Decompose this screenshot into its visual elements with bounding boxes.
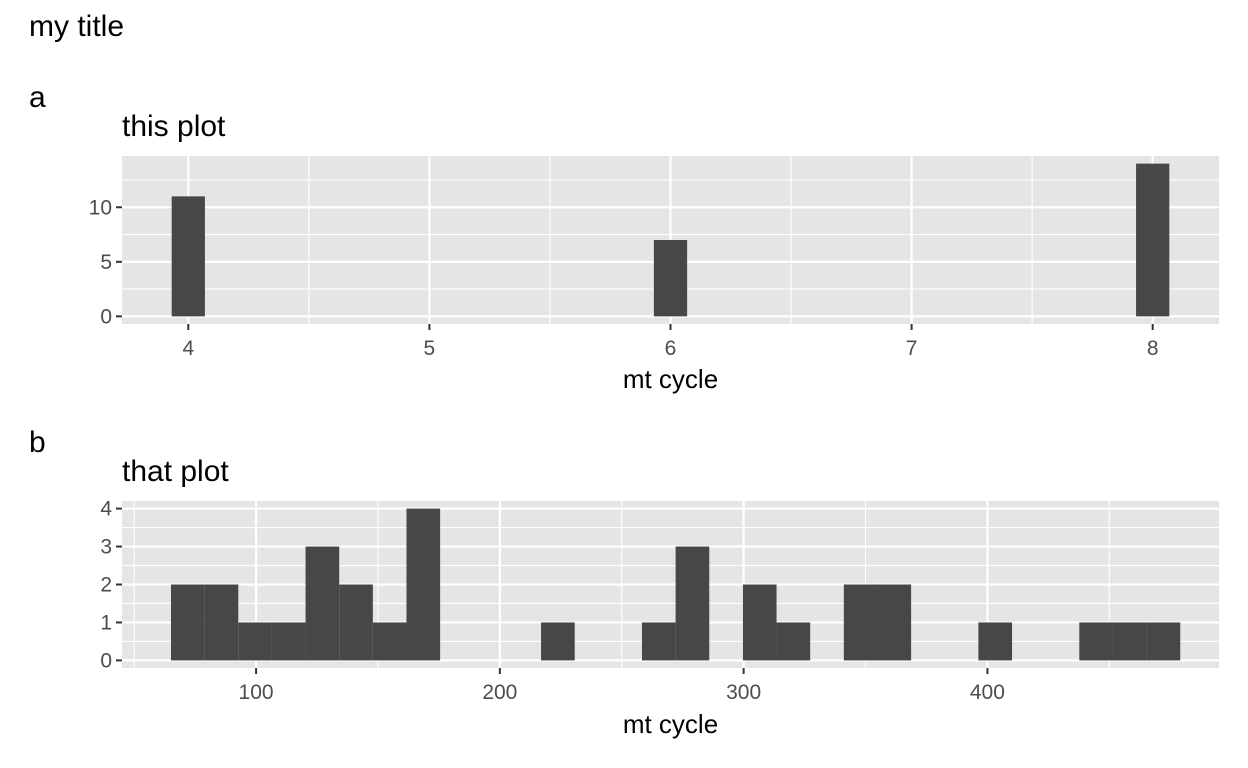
histogram-bar (978, 622, 1013, 661)
histogram-bar (541, 622, 575, 661)
y-tick-label: 2 (100, 574, 112, 597)
histogram-bar (271, 622, 306, 661)
panel-title: that plot (122, 455, 229, 488)
y-tick-label: 0 (100, 649, 112, 672)
x-tick-label: 300 (726, 681, 761, 704)
histogram-bar (171, 196, 205, 317)
histogram-bar (204, 584, 239, 661)
histogram-bar (877, 584, 912, 661)
x-tick-label: 100 (239, 681, 274, 704)
histogram-bar (339, 584, 373, 661)
histogram-bar (1146, 622, 1181, 661)
histogram-bar (1112, 622, 1147, 661)
histogram-bar (675, 546, 710, 661)
y-tick-label: 5 (100, 251, 112, 274)
histogram-bar (305, 546, 340, 661)
x-axis-label: mt cycle (623, 364, 718, 394)
x-tick-label: 7 (906, 337, 918, 360)
x-tick-label: 400 (970, 681, 1005, 704)
x-tick-label: 5 (424, 337, 436, 360)
y-tick-label: 1 (100, 611, 112, 634)
panel-tag: b (29, 426, 46, 459)
histogram-bar (843, 584, 878, 661)
chart-panel-a: a this plot 4 5 6 7 8 0 5 10 mt cycle (29, 81, 1219, 394)
histogram-bar (170, 584, 205, 661)
x-axis-label: mt cycle (623, 709, 718, 739)
x-tick-label: 8 (1147, 337, 1159, 360)
x-tick-label: 4 (182, 337, 194, 360)
histogram-bar (653, 240, 688, 317)
histogram-bar (406, 508, 441, 661)
figure-title: my title (29, 10, 125, 43)
x-tick-label: 200 (482, 681, 517, 704)
histogram-bar (1079, 622, 1113, 661)
histogram-bar (742, 584, 777, 661)
histogram-bar (1136, 163, 1170, 317)
panel-title: this plot (122, 110, 226, 143)
histogram-bar (238, 622, 272, 661)
y-tick-label: 10 (89, 196, 112, 219)
histogram-bar (641, 622, 676, 661)
y-tick-label: 4 (100, 498, 112, 521)
x-tick-label: 6 (665, 337, 677, 360)
histogram-bar (776, 622, 811, 661)
histogram-bar (372, 622, 407, 661)
y-tick-label: 3 (100, 536, 112, 559)
y-tick-label: 0 (100, 305, 112, 328)
chart-panel-b: b that plot 100 200 300 400 0 1 2 3 4 mt cycle (29, 426, 1219, 739)
panel-tag: a (29, 81, 46, 114)
